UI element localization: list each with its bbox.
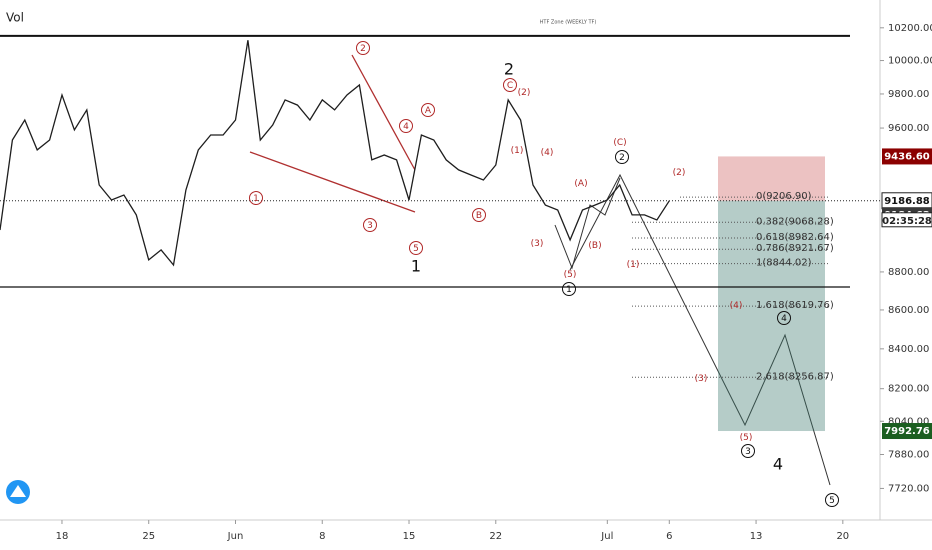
price-label: 7992.76 bbox=[884, 426, 930, 437]
wave-label: 3 bbox=[367, 221, 373, 231]
wave-label: (1) bbox=[627, 260, 640, 270]
y-tick-label: 8200.00 bbox=[888, 384, 929, 395]
price-line bbox=[0, 40, 670, 267]
annotation-circle bbox=[615, 150, 629, 164]
wave-label: (B) bbox=[588, 241, 601, 251]
x-tick-label: Jul bbox=[600, 531, 613, 542]
y-tick-label: 8040.00 bbox=[888, 416, 929, 427]
wave-label: (5) bbox=[740, 433, 753, 443]
fib-label: 0.786(8921.67) bbox=[756, 243, 834, 254]
fib-label: 2.618(8256.87) bbox=[756, 371, 834, 382]
annotation-circle bbox=[741, 444, 755, 458]
x-tick-label: 25 bbox=[142, 531, 155, 542]
fib-label: 0(9206.90) bbox=[756, 191, 812, 202]
wave-label: (4) bbox=[541, 148, 554, 158]
wave-label: 1 bbox=[411, 257, 421, 276]
annotation-circle bbox=[421, 103, 435, 117]
y-tick-label: 10000.00 bbox=[888, 56, 932, 67]
zone-label: HTF Zone (WEEKLY TF) bbox=[540, 20, 597, 26]
wave-label: (1) bbox=[511, 146, 524, 156]
wave-label: 2 bbox=[360, 44, 366, 54]
wave-label: (2) bbox=[673, 168, 686, 178]
wave-label: 4 bbox=[781, 314, 787, 324]
price-label-box bbox=[882, 148, 932, 165]
wave-label: 1 bbox=[566, 285, 572, 295]
trend-line bbox=[351, 54, 416, 171]
countdown: 02:35:28 bbox=[882, 216, 932, 227]
y-tick-label: 8400.00 bbox=[888, 344, 929, 355]
y-tick-label: 7880.00 bbox=[888, 450, 929, 461]
annotation-circle bbox=[562, 282, 576, 296]
price-label-box bbox=[882, 423, 932, 440]
annotation-circle bbox=[356, 41, 370, 55]
y-tick-label: 8800.00 bbox=[888, 267, 929, 278]
wave-label: 5 bbox=[829, 496, 835, 506]
x-tick-label: 22 bbox=[489, 531, 502, 542]
price-label: 9436.60 bbox=[884, 151, 930, 162]
annotation-circle bbox=[825, 493, 839, 507]
wave-label: 2 bbox=[619, 153, 625, 163]
wave-label: (4) bbox=[730, 301, 743, 311]
wave-path bbox=[554, 177, 621, 270]
wave-label: (C) bbox=[613, 138, 626, 148]
annotation-circle bbox=[399, 119, 413, 133]
x-tick-label: 18 bbox=[56, 531, 69, 542]
wave-label: (2) bbox=[518, 88, 531, 98]
annotation-circle bbox=[777, 311, 791, 325]
fib-label: 1.618(8619.76) bbox=[756, 300, 834, 311]
chart-title: Vol bbox=[6, 11, 24, 25]
annotation-circle bbox=[249, 191, 263, 205]
wave-label: 5 bbox=[413, 244, 419, 254]
x-tick-label: 20 bbox=[836, 531, 849, 542]
wave-label: (3) bbox=[531, 239, 544, 249]
fib-label: 1(8844.02) bbox=[756, 258, 812, 269]
y-tick-label: 9800.00 bbox=[888, 89, 929, 100]
wave-label: (A) bbox=[574, 179, 587, 189]
fib-label: 0.382(9068.28) bbox=[756, 216, 834, 227]
wave-label: 2 bbox=[504, 60, 514, 79]
annotation-circle bbox=[409, 241, 423, 255]
x-tick-label: 8 bbox=[319, 531, 325, 542]
x-tick-label: Jun bbox=[227, 531, 244, 542]
wave-label: C bbox=[507, 81, 513, 91]
x-tick-label: 6 bbox=[666, 531, 672, 542]
stop-zone bbox=[718, 156, 825, 201]
trend-line bbox=[249, 151, 416, 213]
wave-label: (5) bbox=[564, 270, 577, 280]
countdown-box bbox=[881, 212, 932, 228]
wave-label: (3) bbox=[695, 374, 708, 384]
y-tick-label: 8600.00 bbox=[888, 305, 929, 316]
logo-mark bbox=[10, 485, 26, 497]
y-tick-label: 10200.00 bbox=[888, 23, 932, 34]
fib-label: 0.618(8982.64) bbox=[756, 232, 834, 243]
target-zone bbox=[718, 200, 825, 432]
x-tick-label: 15 bbox=[403, 531, 416, 542]
x-tick-label: 13 bbox=[750, 531, 763, 542]
y-tick-label: 9600.00 bbox=[888, 123, 929, 134]
y-tick-label: 7720.00 bbox=[888, 483, 929, 494]
wave-label: B bbox=[476, 211, 482, 221]
wave-label: 4 bbox=[773, 455, 783, 474]
annotation-circle bbox=[363, 218, 377, 232]
projection-path bbox=[569, 173, 831, 486]
wave-label: A bbox=[425, 106, 432, 116]
annotation-circle bbox=[503, 78, 517, 92]
wave-label: 3 bbox=[745, 447, 751, 457]
price-label: 9186.88 bbox=[884, 196, 930, 207]
annotation-circle bbox=[472, 208, 486, 222]
wave-label: 1 bbox=[253, 194, 259, 204]
wave-label: 4 bbox=[403, 122, 409, 132]
